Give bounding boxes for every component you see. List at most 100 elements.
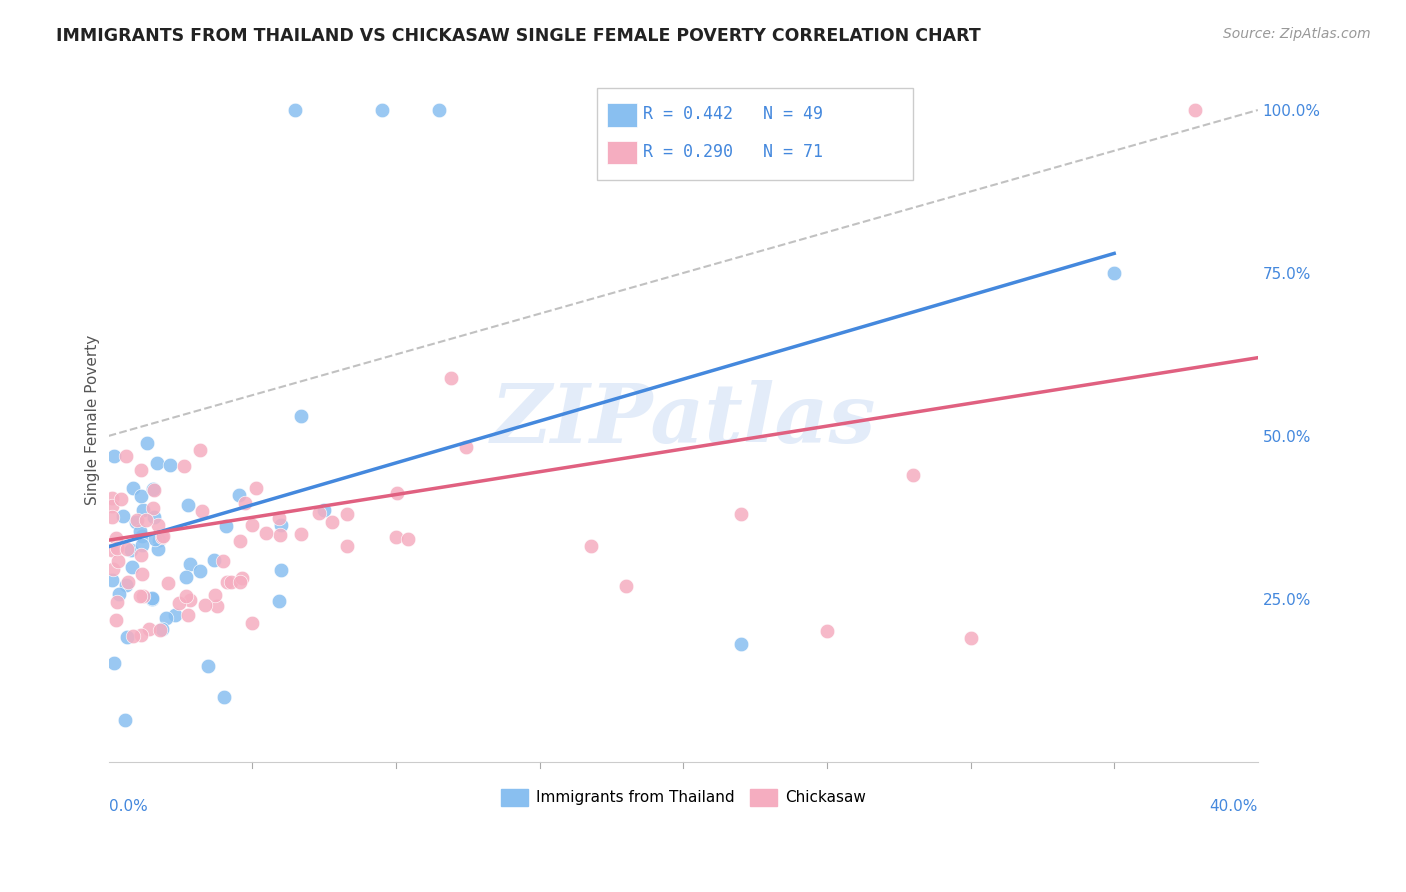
Point (240, 517, 263, 532)
Point (167, 596, 190, 610)
Point (114, 449, 136, 463)
Point (174, 570, 197, 584)
Point (202, 552, 225, 566)
Point (120, 543, 142, 558)
Point (214, 519, 236, 533)
Point (100, 543, 122, 558)
Point (157, 576, 180, 591)
Point (115, 578, 138, 592)
Point (122, 481, 145, 495)
Point (138, 622, 160, 636)
Point (179, 558, 201, 572)
Point (104, 532, 127, 546)
Point (212, 690, 235, 704)
Point (231, 571, 253, 585)
Point (270, 563, 292, 577)
Y-axis label: Single Female Poverty: Single Female Poverty (86, 334, 100, 505)
Point (204, 588, 226, 602)
Point (117, 574, 139, 589)
Point (129, 463, 152, 477)
Point (335, 539, 357, 553)
Point (115, 541, 138, 556)
Point (135, 513, 157, 527)
Point (152, 529, 174, 543)
Point (148, 541, 170, 556)
Point (267, 510, 290, 524)
Point (131, 489, 153, 503)
FancyBboxPatch shape (598, 87, 912, 180)
Point (149, 623, 172, 637)
Point (1102, 266, 1125, 280)
Point (370, 103, 392, 117)
Point (121, 559, 143, 574)
Point (177, 498, 200, 512)
Point (174, 589, 197, 603)
Point (730, 507, 752, 521)
Point (385, 485, 408, 500)
Point (163, 607, 186, 622)
Point (815, 624, 838, 639)
Point (215, 574, 238, 589)
Point (131, 529, 153, 543)
Point (101, 499, 124, 513)
Point (141, 591, 163, 605)
Point (111, 508, 134, 523)
Point (100, 510, 122, 524)
Text: 40.0%: 40.0% (1209, 799, 1258, 814)
Point (159, 458, 181, 473)
Point (148, 533, 170, 547)
Point (131, 566, 153, 581)
Point (267, 594, 290, 608)
Point (312, 503, 335, 517)
FancyBboxPatch shape (607, 103, 637, 127)
Point (142, 510, 165, 524)
Point (105, 595, 128, 609)
Point (146, 517, 169, 532)
Point (290, 527, 312, 541)
Text: ZIPatlas: ZIPatlas (491, 380, 876, 459)
Point (194, 598, 217, 612)
Point (456, 440, 478, 454)
Point (142, 482, 165, 496)
Point (101, 561, 124, 575)
Point (284, 103, 307, 117)
Point (228, 488, 250, 502)
Point (105, 541, 128, 555)
Point (103, 450, 125, 464)
Point (240, 615, 263, 630)
Point (146, 456, 169, 470)
Point (142, 501, 165, 516)
Point (321, 516, 343, 530)
Point (1184, 103, 1206, 117)
Point (205, 599, 228, 613)
Point (173, 458, 195, 473)
Point (308, 506, 330, 520)
Point (221, 574, 243, 589)
Point (191, 504, 214, 518)
Point (105, 613, 128, 627)
Legend: Immigrants from Thailand, Chickasaw: Immigrants from Thailand, Chickasaw (495, 782, 872, 813)
Point (100, 491, 122, 505)
Point (141, 592, 163, 607)
Point (128, 589, 150, 603)
Point (396, 532, 419, 546)
Point (103, 656, 125, 670)
Point (122, 629, 145, 643)
Point (150, 530, 173, 544)
Point (228, 533, 250, 548)
Text: R = 0.442   N = 49: R = 0.442 N = 49 (643, 105, 823, 123)
Text: 0.0%: 0.0% (108, 799, 148, 814)
Text: IMMIGRANTS FROM THAILAND VS CHICKASAW SINGLE FEMALE POVERTY CORRELATION CHART: IMMIGRANTS FROM THAILAND VS CHICKASAW SI… (56, 27, 981, 45)
Point (188, 564, 211, 578)
Point (179, 593, 201, 607)
Point (270, 518, 292, 533)
Point (245, 482, 267, 496)
Point (131, 538, 153, 552)
Point (290, 409, 312, 423)
Point (155, 611, 177, 625)
Point (125, 515, 148, 529)
Point (142, 483, 165, 497)
Point (129, 549, 152, 563)
Point (197, 659, 219, 673)
Point (427, 103, 450, 117)
